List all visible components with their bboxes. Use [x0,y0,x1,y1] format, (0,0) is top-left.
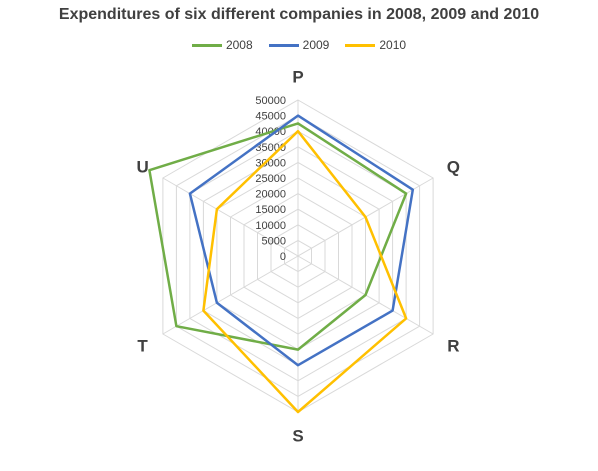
legend-item-2009: 2009 [268,38,330,52]
legend-label-2010: 2010 [379,38,407,52]
category-label-T: T [137,337,148,356]
grid-spoke [162,177,299,257]
tick-label: 50000 [255,95,286,107]
legend-swatch-2010 [345,43,376,47]
tick-label: 5000 [262,235,286,247]
series-line-2008 [148,122,408,351]
category-labels: P Q R S T U [136,68,460,446]
legend: 2008 2009 2010 [0,38,598,52]
chart-title: Expenditures of six different companies … [58,6,540,23]
radar-series [148,114,415,414]
category-label-P: P [292,68,303,87]
legend-swatch-2009 [268,43,299,47]
grid-spoke [162,255,299,335]
legend-item-2010: 2010 [345,38,406,52]
tick-label: 20000 [255,189,286,201]
tick-label: 25000 [255,173,286,185]
tick-label: 15000 [255,204,286,216]
legend-label-2008: 2008 [225,38,253,52]
tick-label: 10000 [255,220,286,232]
category-label-U: U [136,157,148,176]
tick-label: 45000 [255,111,286,123]
series-line-2009 [188,114,415,367]
category-label-R: R [447,337,459,356]
legend-item-2008: 2008 [191,38,253,52]
legend-label-2009: 2009 [302,38,330,52]
radial-tick-labels: 0500010000150002000025000300003500040000… [255,95,286,263]
category-label-S: S [292,426,303,445]
category-label-Q: Q [447,157,460,176]
series-line-2010 [202,129,408,414]
legend-swatch-2008 [191,43,222,47]
tick-label: 0 [280,251,286,263]
